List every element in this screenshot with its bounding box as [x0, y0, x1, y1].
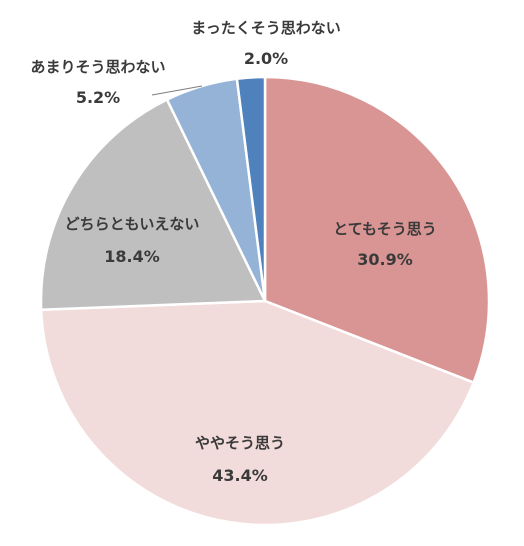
- pie-slices: [39, 75, 491, 527]
- slice-label-yaya: ややそう思う: [195, 434, 285, 452]
- slice-value-totemo: 30.9%: [357, 250, 413, 269]
- pie-slice-dochira: [39, 98, 267, 312]
- slice-label-dochira: どちらともいえない: [65, 215, 200, 233]
- slice-value-amari: 5.2%: [76, 88, 120, 107]
- pie-slice-yaya: [39, 299, 475, 527]
- slice-value-mattaku: 2.0%: [244, 49, 288, 68]
- slice-label-totemo: とてもそう思う: [333, 220, 437, 238]
- leader-line-amari: [151, 85, 203, 96]
- pie-slice-totemo: [263, 75, 491, 384]
- slice-label-mattaku: まったくそう思わない: [191, 19, 340, 37]
- pie-slice-mattaku: [235, 75, 267, 303]
- slice-value-dochira: 18.4%: [104, 247, 160, 266]
- slice-label-amari: あまりそう思わない: [30, 58, 165, 76]
- slice-value-yaya: 43.4%: [212, 466, 268, 485]
